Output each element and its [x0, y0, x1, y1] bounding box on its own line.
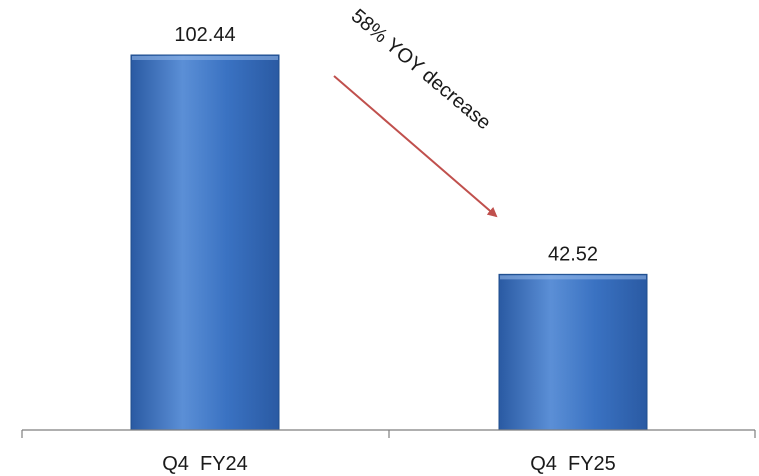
annotation-text: 58% YOY decrease: [347, 5, 495, 134]
data-labels-layer: 102.44 42.52: [174, 24, 598, 265]
data-label-1: 102.44: [174, 24, 235, 46]
bar-highlight-2: [500, 275, 646, 280]
x-axis-tick-labels: Q4 FY24 Q4 FY25: [162, 453, 616, 475]
bar-2: [498, 273, 648, 431]
data-label-2: 42.52: [548, 243, 598, 265]
bar-highlight-1: [132, 56, 278, 60]
x-axis-ticks: [21, 430, 756, 438]
tick-label-1: Q4 FY24: [162, 453, 248, 475]
decrease-arrow: [333, 75, 498, 218]
x-axis: Q4 FY24 Q4 FY25: [21, 429, 756, 475]
bars-layer: [130, 54, 648, 431]
annotation: 58% YOY decrease: [333, 5, 498, 218]
bar-1: [130, 54, 280, 431]
tick-label-2: Q4 FY25: [530, 453, 616, 475]
